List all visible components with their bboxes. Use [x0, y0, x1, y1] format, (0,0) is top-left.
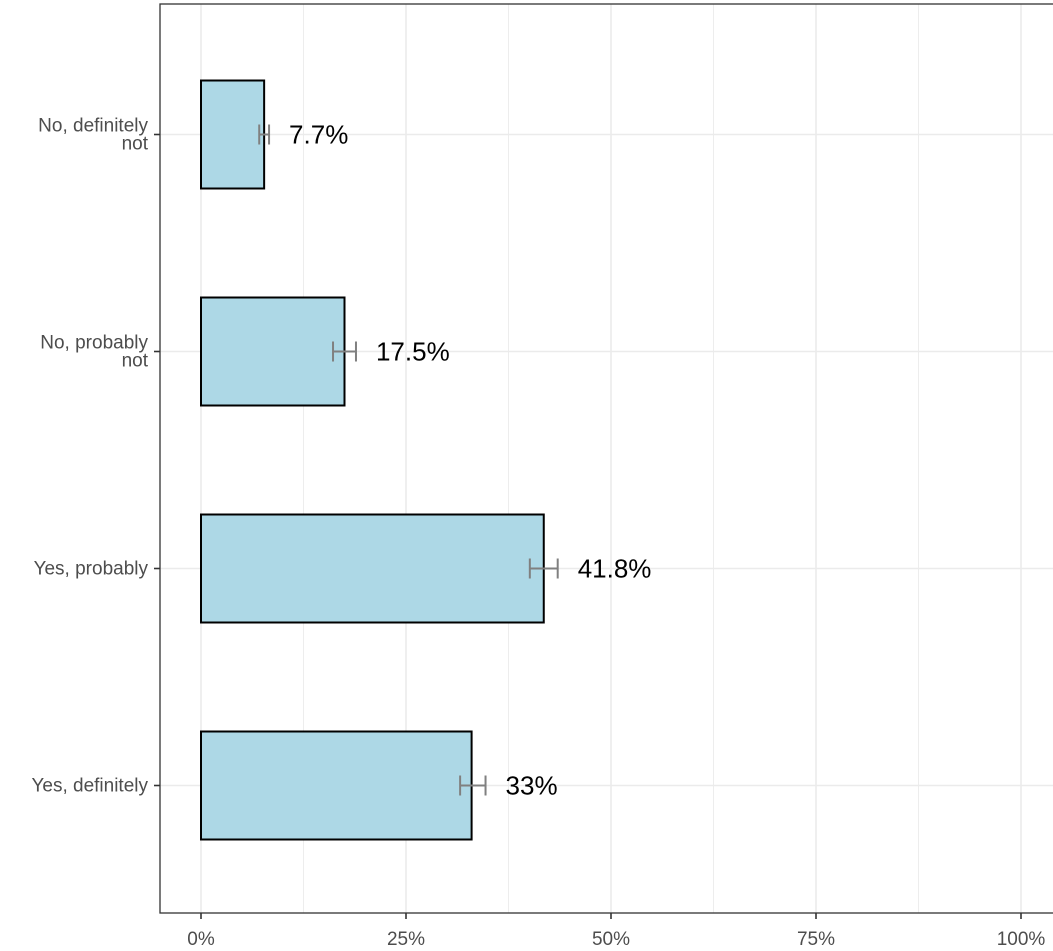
y-tick-label-line: Yes, definitely — [31, 776, 148, 797]
x-tick-label: 75% — [797, 929, 835, 950]
data-label: 17.5% — [376, 337, 450, 367]
data-label: 41.8% — [578, 554, 652, 584]
y-tick-label-line: No, definitely — [38, 116, 148, 137]
y-tick-label-line: Yes, probably — [34, 559, 149, 580]
bar — [200, 79, 266, 190]
x-tick-label: 50% — [592, 929, 630, 950]
y-tick-label-line: No, probably — [40, 333, 148, 354]
error-bar — [459, 775, 487, 796]
y-tick-label-line: not — [122, 351, 149, 372]
y-tick-label: Yes, probably — [34, 559, 149, 580]
y-tick-label: Yes, definitely — [31, 776, 148, 797]
panel-border — [159, 3, 1053, 914]
error-bar — [528, 558, 559, 579]
y-tick-label: No, definitely not — [38, 116, 149, 155]
data-label: 33% — [506, 771, 558, 801]
bar — [200, 296, 346, 407]
x-tick-label: 100% — [997, 929, 1046, 950]
data-labels: 7.7% 17.5% 41.8% 33% — [289, 120, 651, 801]
error-bar — [332, 341, 357, 362]
bar — [200, 513, 545, 624]
error-bars — [258, 124, 559, 796]
x-tick-label: 0% — [187, 929, 215, 950]
y-tick-label-line: not — [122, 134, 149, 155]
x-tick-label: 25% — [387, 929, 425, 950]
data-label: 7.7% — [289, 120, 348, 150]
bar — [200, 730, 473, 841]
y-tick-label: No, probably not — [40, 333, 148, 372]
error-bar — [258, 124, 271, 145]
bars — [200, 79, 545, 841]
